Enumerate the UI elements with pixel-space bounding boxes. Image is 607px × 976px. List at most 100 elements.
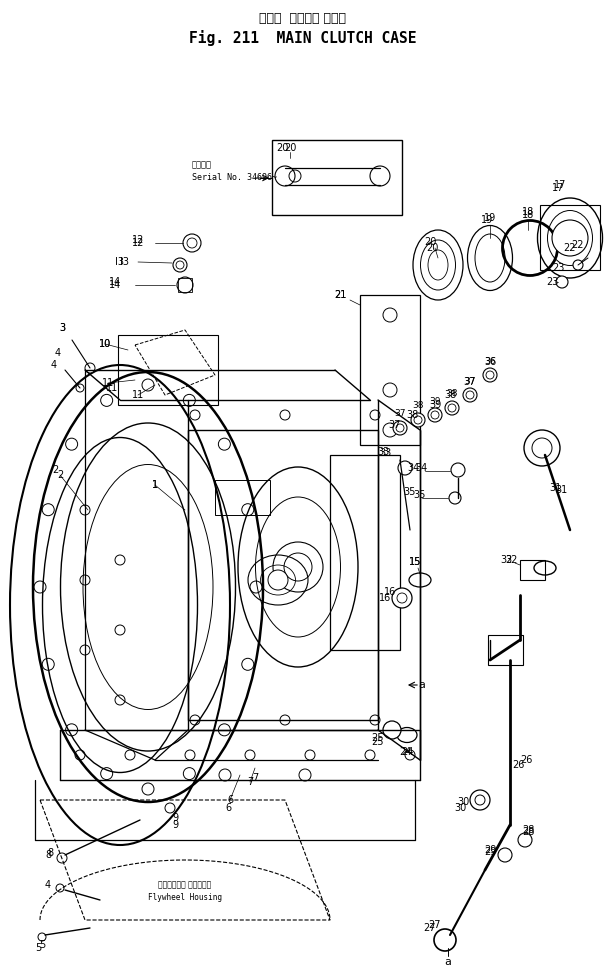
Text: 26: 26 (512, 760, 524, 770)
Text: 36: 36 (484, 357, 496, 367)
Text: 38: 38 (444, 390, 456, 400)
Text: 9: 9 (172, 820, 178, 830)
Text: 39: 39 (429, 396, 441, 405)
Circle shape (177, 277, 193, 293)
Text: 23: 23 (552, 263, 564, 273)
Text: 33: 33 (379, 448, 391, 458)
Text: 8: 8 (45, 850, 51, 860)
Text: 2: 2 (57, 470, 63, 480)
Text: 26: 26 (520, 755, 532, 765)
Circle shape (411, 413, 425, 427)
Text: 34: 34 (407, 463, 419, 473)
Text: 38: 38 (406, 410, 418, 420)
Text: 34: 34 (415, 463, 427, 473)
Text: 36: 36 (484, 356, 496, 365)
Text: 33: 33 (377, 447, 389, 457)
Bar (118, 335, 218, 405)
Text: 28: 28 (522, 825, 534, 835)
Text: 38: 38 (446, 389, 458, 398)
Text: 4: 4 (45, 880, 51, 890)
Text: 37: 37 (464, 377, 476, 386)
Circle shape (183, 234, 201, 252)
Text: 7: 7 (247, 777, 253, 787)
Circle shape (56, 884, 64, 892)
Text: 適用号等: 適用号等 (192, 160, 212, 170)
Bar (215, 480, 270, 515)
Text: 10: 10 (99, 339, 111, 349)
Bar (188, 430, 378, 720)
Text: 1: 1 (152, 480, 158, 490)
Circle shape (445, 401, 459, 415)
Circle shape (268, 570, 288, 590)
Text: 22: 22 (572, 240, 585, 250)
Circle shape (556, 276, 568, 288)
Text: メイン  クラッチ ケース: メイン クラッチ ケース (260, 12, 347, 24)
Text: 20: 20 (426, 243, 438, 253)
Ellipse shape (409, 573, 431, 587)
Text: 18: 18 (522, 210, 534, 220)
Text: 4: 4 (55, 348, 61, 358)
Text: 11: 11 (102, 378, 114, 388)
Circle shape (393, 421, 407, 435)
Text: 4: 4 (51, 360, 57, 370)
Text: 12: 12 (132, 238, 144, 248)
Circle shape (498, 848, 512, 862)
Text: 14: 14 (109, 277, 121, 287)
Circle shape (38, 933, 46, 941)
Text: 19: 19 (481, 215, 493, 225)
Bar (272, 140, 402, 215)
Text: 20: 20 (276, 143, 288, 153)
Text: 24: 24 (399, 747, 411, 757)
Text: a: a (419, 680, 426, 690)
Text: 8: 8 (47, 848, 53, 858)
Text: 39: 39 (429, 400, 441, 410)
Text: 31: 31 (555, 485, 568, 495)
Circle shape (573, 260, 583, 270)
Circle shape (524, 430, 560, 466)
Text: 6: 6 (225, 803, 231, 813)
Text: 32: 32 (501, 555, 513, 565)
Circle shape (428, 408, 442, 422)
Text: 15: 15 (409, 557, 421, 567)
Text: 9: 9 (172, 813, 178, 823)
Text: 5: 5 (35, 943, 41, 953)
Text: 37: 37 (389, 420, 401, 430)
Bar (520, 560, 545, 580)
Text: 17: 17 (552, 183, 564, 193)
Circle shape (383, 721, 401, 739)
Text: I3: I3 (115, 257, 124, 267)
Text: 27: 27 (429, 920, 441, 930)
Bar (178, 278, 192, 292)
Circle shape (76, 384, 84, 392)
Text: 35: 35 (413, 490, 426, 500)
Circle shape (483, 368, 497, 382)
Text: 17: 17 (554, 180, 566, 190)
Text: 29: 29 (484, 847, 496, 857)
Bar (360, 295, 420, 445)
Text: 14: 14 (109, 280, 121, 290)
Text: 31: 31 (549, 483, 561, 493)
Text: 21: 21 (334, 290, 346, 300)
Text: 3: 3 (59, 323, 65, 333)
Text: 6: 6 (227, 795, 233, 805)
Circle shape (463, 388, 477, 402)
Ellipse shape (397, 727, 417, 743)
Text: Flywheel Housing: Flywheel Housing (148, 893, 222, 903)
Text: 20: 20 (284, 143, 296, 153)
Text: 30: 30 (457, 797, 469, 807)
Text: 25: 25 (371, 733, 384, 743)
Text: 16: 16 (379, 593, 391, 603)
Text: 24: 24 (401, 747, 413, 757)
Ellipse shape (534, 561, 556, 575)
Text: 3: 3 (59, 323, 65, 333)
Text: 22: 22 (564, 243, 576, 253)
Text: 21: 21 (334, 290, 346, 300)
Text: 28: 28 (522, 827, 534, 837)
Text: フライホイル ハウジング: フライホイル ハウジング (158, 880, 212, 889)
Circle shape (451, 463, 465, 477)
Text: 35: 35 (404, 487, 416, 497)
Text: 38: 38 (412, 401, 424, 411)
Text: 29: 29 (484, 845, 496, 855)
Text: 7: 7 (252, 773, 258, 783)
Bar (330, 455, 400, 650)
